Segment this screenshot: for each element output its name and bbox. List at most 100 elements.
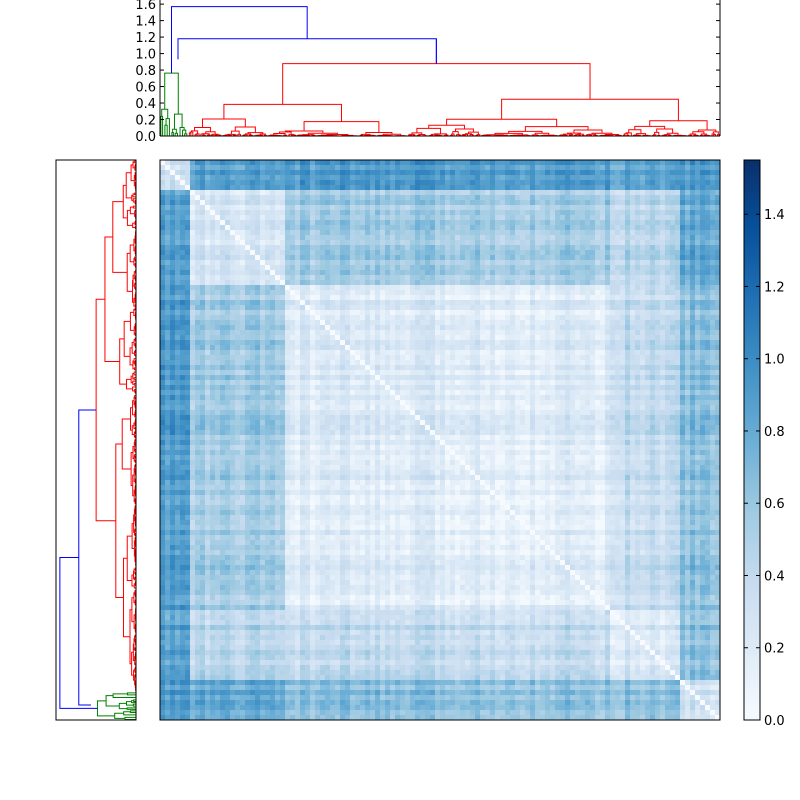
heatmap-cell <box>650 190 656 196</box>
heatmap-cell <box>635 320 641 326</box>
heatmap-cell <box>415 305 421 311</box>
heatmap-cell <box>160 245 166 251</box>
heatmap-cell <box>555 190 561 196</box>
heatmap-cell <box>495 250 501 256</box>
heatmap-cell <box>470 205 476 211</box>
dendrogram-link <box>122 184 128 219</box>
heatmap-cell <box>305 315 311 321</box>
heatmap-cell <box>385 185 391 191</box>
heatmap-cell <box>380 275 386 281</box>
heatmap-cell <box>455 170 461 176</box>
heatmap-cell <box>485 235 491 241</box>
heatmap-cell <box>185 285 191 291</box>
heatmap-cell <box>170 290 176 296</box>
heatmap-cell <box>660 300 666 306</box>
heatmap-cell <box>590 205 596 211</box>
heatmap-cell <box>195 240 201 246</box>
heatmap-cell <box>555 225 561 231</box>
heatmap-cell <box>340 350 346 356</box>
heatmap-cell <box>190 315 196 321</box>
heatmap-cell <box>580 195 586 201</box>
heatmap-cell <box>550 180 556 186</box>
heatmap-cell <box>255 255 261 261</box>
heatmap-cell <box>325 250 331 256</box>
heatmap-cell <box>575 250 581 256</box>
heatmap-cell <box>225 230 231 236</box>
heatmap-cell <box>240 350 246 356</box>
heatmap-cell <box>425 250 431 256</box>
heatmap-cell <box>595 180 601 186</box>
heatmap-cell <box>555 320 561 326</box>
heatmap-cell <box>580 200 586 206</box>
heatmap-cell <box>490 165 496 171</box>
heatmap-cell <box>170 295 176 301</box>
heatmap-cell <box>360 345 366 351</box>
heatmap-cell <box>210 195 216 201</box>
heatmap-cell <box>470 160 476 166</box>
heatmap-cell <box>400 230 406 236</box>
heatmap-cell <box>360 240 366 246</box>
heatmap-cell <box>570 340 576 346</box>
heatmap-cell <box>360 165 366 171</box>
heatmap-cell <box>575 160 581 166</box>
heatmap-cell <box>650 285 656 291</box>
heatmap-cell <box>365 305 371 311</box>
heatmap-cell <box>650 170 656 176</box>
heatmap-cell <box>180 330 186 336</box>
heatmap-cell <box>590 305 596 311</box>
heatmap-cell <box>680 265 686 271</box>
heatmap-cell <box>370 320 376 326</box>
heatmap-cell <box>630 275 636 281</box>
heatmap-cell <box>350 195 356 201</box>
heatmap-cell <box>670 265 676 271</box>
heatmap-cell <box>430 270 436 276</box>
heatmap-cell <box>180 220 186 226</box>
heatmap-cell <box>665 235 671 241</box>
heatmap-cell <box>330 300 336 306</box>
heatmap-cell <box>685 180 691 186</box>
heatmap-cell <box>470 325 476 331</box>
heatmap-cell <box>665 310 671 316</box>
heatmap-cell <box>595 350 601 356</box>
heatmap-cell <box>250 280 256 286</box>
heatmap-cell <box>695 185 701 191</box>
heatmap-cell <box>295 325 301 331</box>
heatmap-cell <box>245 205 251 211</box>
heatmap-cell <box>330 235 336 241</box>
heatmap-cell <box>690 345 696 351</box>
heatmap-cell <box>445 220 451 226</box>
heatmap-cell <box>410 230 416 236</box>
heatmap-cell <box>620 190 626 196</box>
heatmap-cell <box>545 250 551 256</box>
heatmap-cell <box>400 265 406 271</box>
heatmap-cell <box>645 285 651 291</box>
heatmap-cell <box>620 235 626 241</box>
heatmap-cell <box>665 165 671 171</box>
heatmap-cell <box>520 260 526 266</box>
heatmap-cell <box>625 210 631 216</box>
heatmap-cell <box>360 325 366 331</box>
heatmap-cell <box>460 190 466 196</box>
heatmap-cell <box>215 205 221 211</box>
heatmap-cell <box>450 300 456 306</box>
heatmap-cell <box>500 225 506 231</box>
heatmap-cell <box>500 350 506 356</box>
heatmap-cell <box>350 295 356 301</box>
heatmap-cell <box>675 200 681 206</box>
heatmap-cell <box>625 225 631 231</box>
heatmap-cell <box>565 330 571 336</box>
heatmap-cell <box>535 215 541 221</box>
heatmap-cell <box>540 310 546 316</box>
heatmap-cell <box>230 220 236 226</box>
heatmap-cell <box>335 295 341 301</box>
heatmap-cell <box>680 225 686 231</box>
heatmap-cell <box>280 240 286 246</box>
heatmap-cell <box>375 285 381 291</box>
heatmap-cell <box>250 225 256 231</box>
heatmap-cell <box>625 295 631 301</box>
heatmap-cell <box>505 250 511 256</box>
heatmap-cell <box>290 320 296 326</box>
heatmap-cell <box>650 225 656 231</box>
heatmap-cell <box>335 350 341 356</box>
heatmap-cell <box>160 355 166 361</box>
